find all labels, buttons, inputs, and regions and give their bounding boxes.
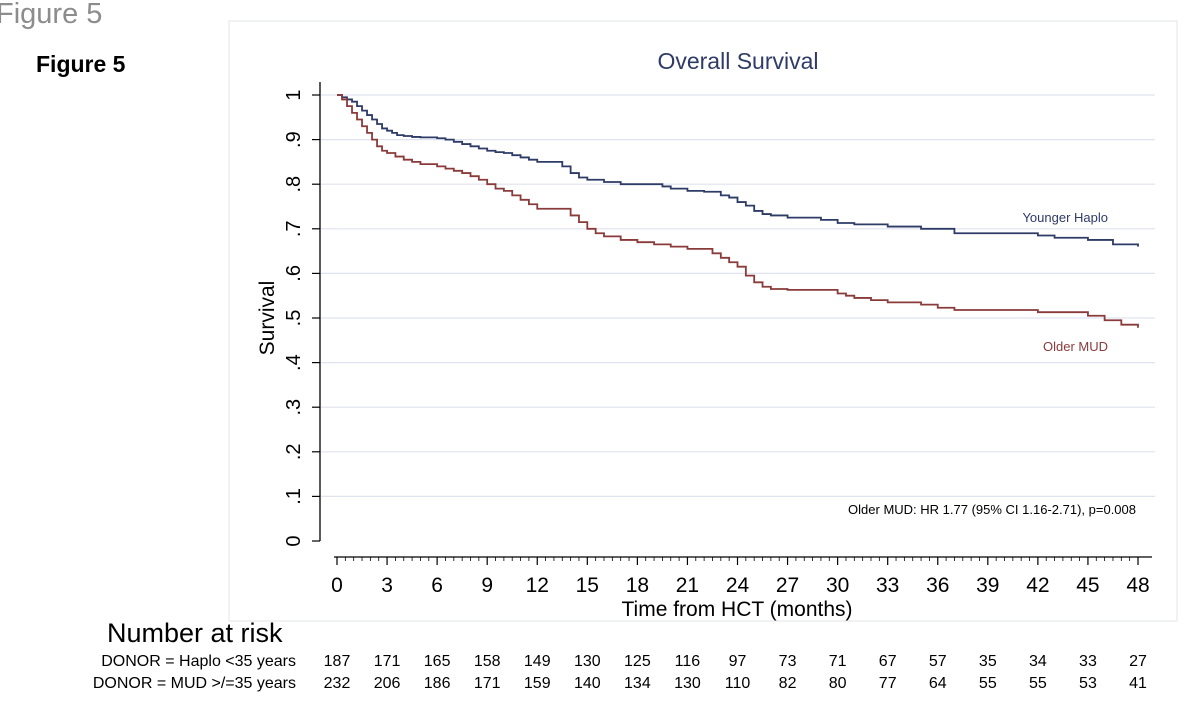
x-tick-label: 15 bbox=[576, 574, 599, 597]
x-tick-label: 24 bbox=[726, 574, 750, 597]
y-tick-label: 1 bbox=[283, 89, 305, 100]
x-tick-label: 12 bbox=[526, 574, 549, 597]
risk-cell: 187 bbox=[323, 653, 351, 670]
series-label-younger-haplo: Younger Haplo bbox=[1022, 210, 1108, 225]
x-tick-label: 30 bbox=[826, 574, 849, 597]
series-label-older-mud: Older MUD bbox=[1043, 339, 1108, 354]
risk-cell: 165 bbox=[423, 653, 451, 670]
risk-table-title: Number at risk bbox=[107, 618, 283, 648]
risk-row-label: DONOR = MUD >/=35 years bbox=[92, 675, 296, 692]
risk-cell: 35 bbox=[978, 653, 997, 670]
y-tick-label: .5 bbox=[283, 310, 305, 327]
series-line-younger-haplo bbox=[337, 94, 1139, 247]
y-tick-label: .9 bbox=[283, 131, 305, 148]
risk-cell: 73 bbox=[778, 653, 797, 670]
figure-caption: Figure 5 bbox=[0, 0, 103, 30]
series-group bbox=[337, 94, 1139, 328]
y-tick-label: .4 bbox=[283, 354, 305, 371]
risk-cell: 140 bbox=[573, 675, 601, 692]
x-tick-label: 9 bbox=[481, 574, 493, 597]
hazard-ratio-annotation: Older MUD: HR 1.77 (95% CI 1.16-2.71), p… bbox=[848, 502, 1136, 517]
risk-cell: 134 bbox=[624, 675, 651, 692]
x-tick-label: 27 bbox=[776, 574, 799, 597]
series-line-older-mud bbox=[337, 94, 1139, 328]
risk-cell: 206 bbox=[373, 675, 401, 692]
x-tick-label: 36 bbox=[926, 574, 949, 597]
x-tick-label: 45 bbox=[1076, 574, 1099, 597]
x-tick-label: 6 bbox=[431, 574, 443, 597]
risk-cell: 125 bbox=[624, 653, 651, 670]
x-tick-label: 39 bbox=[976, 574, 999, 597]
risk-cell: 97 bbox=[728, 653, 747, 670]
risk-cell: 82 bbox=[778, 675, 797, 692]
risk-cell: 232 bbox=[323, 675, 351, 692]
x-tick-label: 18 bbox=[626, 574, 649, 597]
x-tick-label: 48 bbox=[1126, 574, 1149, 597]
risk-cell: 158 bbox=[473, 653, 501, 670]
y-axis: 0 .1 .2 .3 .4 .5 .6 .7 .8 .9 1 bbox=[283, 82, 321, 547]
risk-cell: 55 bbox=[1028, 675, 1047, 692]
risk-cell: 57 bbox=[928, 653, 947, 670]
risk-cell: 149 bbox=[523, 653, 551, 670]
risk-cell: 130 bbox=[573, 653, 601, 670]
x-tick-label: 42 bbox=[1026, 574, 1049, 597]
y-tick-label: .3 bbox=[283, 399, 305, 416]
x-tick-label: 33 bbox=[876, 574, 899, 597]
risk-row-label: DONOR = Haplo <35 years bbox=[101, 653, 296, 670]
y-tick-label: .6 bbox=[283, 265, 305, 282]
y-tick-label: 0 bbox=[283, 535, 305, 546]
risk-cell: 80 bbox=[828, 675, 847, 692]
x-tick-label: 0 bbox=[331, 574, 343, 597]
y-tick-label: .7 bbox=[283, 220, 305, 237]
y-tick-label: .1 bbox=[283, 488, 305, 505]
risk-cell: 159 bbox=[523, 675, 551, 692]
chart-title: Overall Survival bbox=[657, 48, 818, 74]
y-tick-label: .2 bbox=[283, 443, 305, 460]
risk-cell: 171 bbox=[373, 653, 401, 670]
y-axis-label: Survival bbox=[256, 281, 279, 356]
risk-cell: 55 bbox=[978, 675, 997, 692]
risk-cell: 41 bbox=[1129, 675, 1147, 692]
plot-frame bbox=[228, 20, 1178, 622]
x-axis-label: Time from HCT (months) bbox=[621, 598, 852, 621]
risk-cell: 71 bbox=[828, 653, 847, 670]
y-tick-label: .8 bbox=[283, 176, 305, 193]
risk-cell: 34 bbox=[1028, 653, 1047, 670]
risk-cell: 130 bbox=[674, 675, 701, 692]
risk-cell: 77 bbox=[878, 675, 897, 692]
gridlines bbox=[321, 94, 1155, 497]
x-tick-label: 3 bbox=[381, 574, 393, 597]
risk-cell: 33 bbox=[1079, 653, 1097, 670]
figure-label: Figure 5 bbox=[36, 51, 126, 77]
risk-cell: 116 bbox=[674, 653, 701, 670]
risk-cell: 186 bbox=[423, 675, 451, 692]
risk-cell: 67 bbox=[878, 653, 897, 670]
risk-cell: 110 bbox=[724, 675, 751, 692]
risk-cell: 171 bbox=[473, 675, 501, 692]
x-axis: 0 3 6 9 12 15 18 21 24 27 30 33 36 39 42 45 48 bbox=[331, 556, 1152, 597]
x-tick-label: 21 bbox=[676, 574, 699, 597]
risk-cell: 53 bbox=[1079, 675, 1097, 692]
risk-cell: 27 bbox=[1129, 653, 1147, 670]
risk-cell: 64 bbox=[928, 675, 947, 692]
